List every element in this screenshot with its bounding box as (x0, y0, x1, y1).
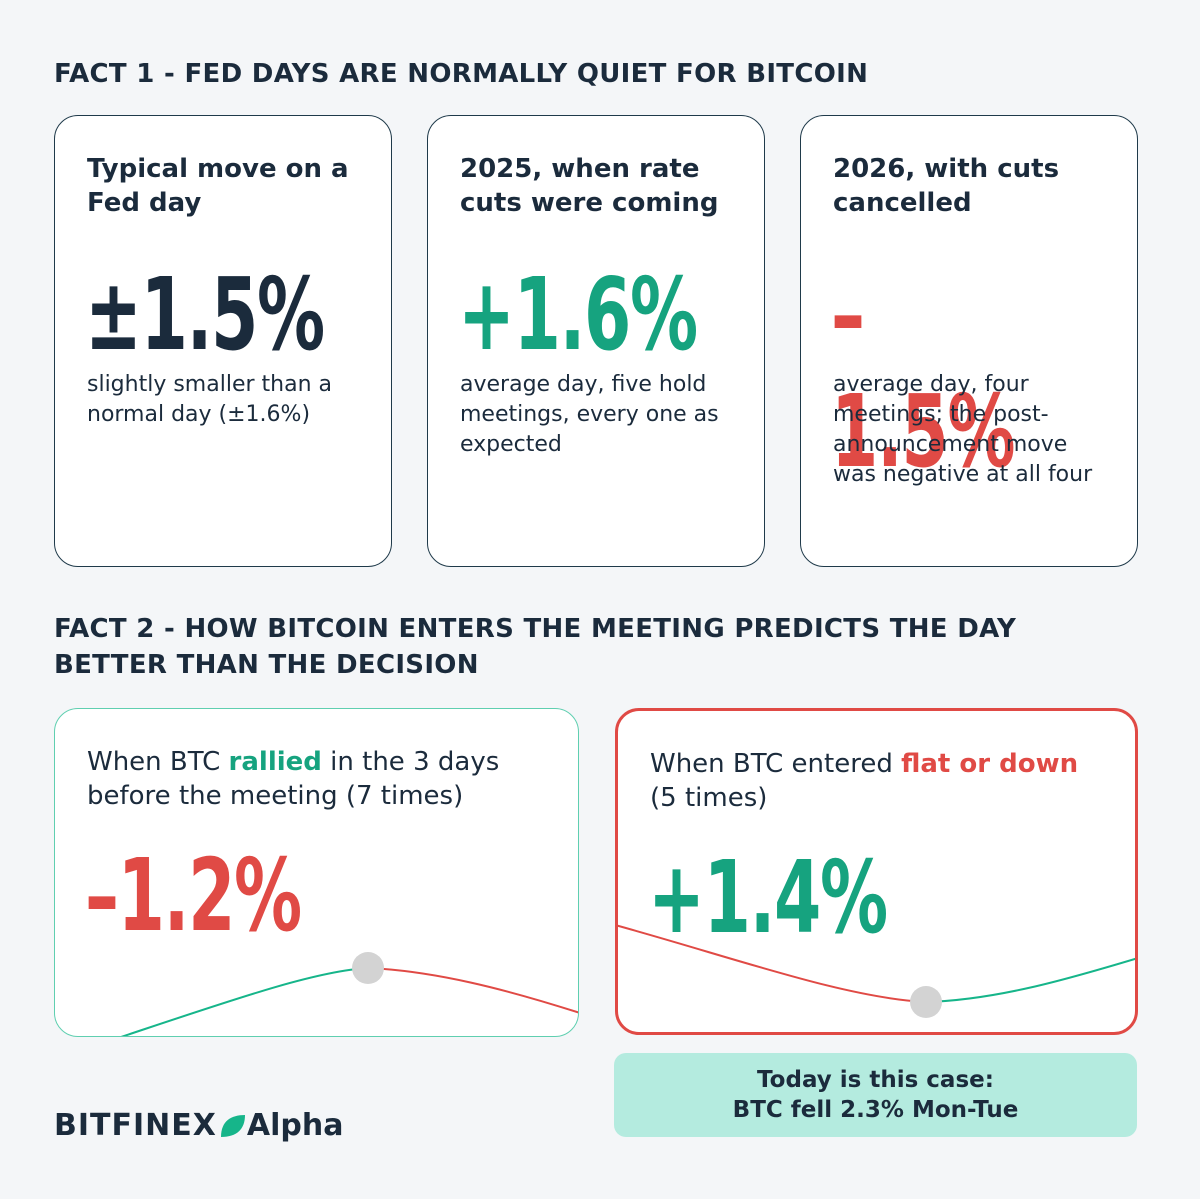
logo: BITFINEX Alpha (54, 1106, 343, 1146)
card-title: 2025, when rate cuts were coming (460, 154, 719, 218)
card-title: When BTC rallied in the 3 days before th… (87, 745, 517, 813)
highlight: rallied (228, 747, 322, 777)
heading: FACT 2 - HOW BITCOIN ENTERS THE MEETING … (54, 614, 1017, 680)
curve (618, 924, 1135, 1018)
card: When BTC entered flat or down (5 times) … (615, 708, 1138, 1035)
text: When BTC (87, 747, 221, 777)
callout-line: BTC fell 2.3% Mon-Tue (732, 1097, 1019, 1123)
card-title: 2026, with cuts cancelled (833, 154, 1060, 218)
callout: Today is this case: BTC fell 2.3% Mon-Tu… (614, 1053, 1137, 1137)
card: When BTC rallied in the 3 days before th… (54, 708, 579, 1037)
card-note: average day, five hold meetings, every o… (460, 372, 719, 457)
leaf (220, 1115, 245, 1137)
text: in the 3 days before the meeting (7 time… (87, 747, 500, 811)
card-note: slightly smaller than a normal day (±1.6… (87, 372, 332, 427)
highlight: flat or down (901, 749, 1079, 779)
callout-line: Today is this case: (757, 1067, 994, 1093)
curve (120, 952, 578, 1036)
card: Typical move on a Fed day ±1.5% slightly… (54, 115, 392, 567)
text: When BTC entered (650, 749, 893, 779)
heading: FACT 1 - FED DAYS ARE NORMALLY QUIET FOR… (54, 59, 869, 89)
text: (5 times) (650, 783, 768, 813)
card-value: ±1.5% (85, 256, 325, 373)
card-value: –1.2% (85, 837, 302, 954)
brand-product: Alpha (246, 1108, 344, 1143)
card: 2025, when rate cuts were coming +1.6% a… (427, 115, 765, 567)
card-value: –1.5% (831, 256, 1016, 490)
card-title: Typical move on a Fed day (87, 154, 349, 218)
brand-name: BITFINEX (54, 1108, 217, 1143)
card-title: When BTC entered flat or down (5 times) (650, 747, 1080, 815)
card-value: +1.6% (458, 256, 698, 373)
card-note: average day, four meetings; the post-ann… (833, 372, 1093, 487)
card: 2026, with cuts cancelled –1.5% average … (800, 115, 1138, 567)
card-value: +1.4% (648, 839, 888, 956)
